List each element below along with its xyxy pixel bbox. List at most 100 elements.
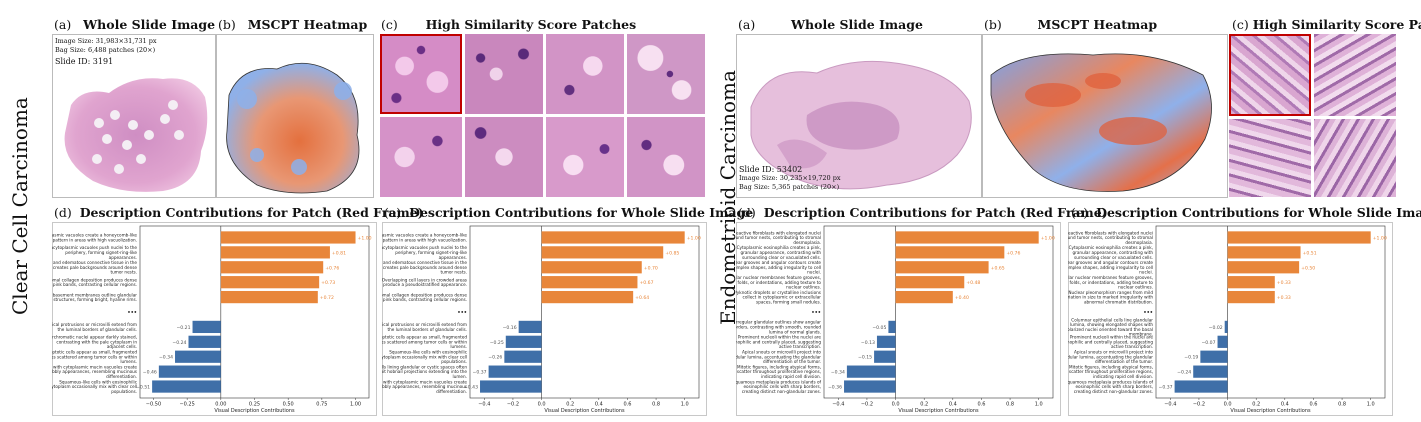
text-right-b: MSCPT Heatmap bbox=[1037, 17, 1158, 32]
value-label: +1.00 bbox=[1373, 235, 1387, 241]
bar-label: Loose and edematous connective tissue in… bbox=[382, 260, 467, 275]
bar-label: Cells with cytoplasmic mucin vacuoles cr… bbox=[382, 379, 467, 394]
value-label: −0.19 bbox=[1184, 355, 1198, 361]
positive-bar bbox=[895, 261, 989, 274]
x-tick-label: −0.50 bbox=[146, 402, 161, 408]
x-tick-label: −0.4 bbox=[1164, 402, 1176, 408]
positive-bar bbox=[541, 261, 642, 274]
positive-bar bbox=[895, 276, 965, 289]
bar-label: Intracytoplasmic vacuoles push nuclei to… bbox=[52, 245, 137, 260]
x-tick-label: 0.8 bbox=[652, 402, 660, 408]
text-right-d: Description Contributions for Patch (Red… bbox=[763, 205, 1108, 220]
bar-label: Apoptotic cells appear as small, fragmen… bbox=[382, 335, 467, 350]
bar-label: Reactive fibroblasts with elongated nucl… bbox=[1068, 230, 1153, 245]
title-left-a: (a) Whole Slide Image bbox=[54, 17, 215, 32]
bar-label: Stromal collagen deposition produces den… bbox=[52, 277, 137, 287]
value-label: −0.24 bbox=[1177, 370, 1191, 376]
x-tick-label: 0.6 bbox=[1309, 402, 1317, 408]
left-info-box: Image Size: 31,983×31,731 px Bag Size: 6… bbox=[55, 37, 157, 66]
bar-label: Loose and edematous connective tissue in… bbox=[52, 260, 137, 275]
x-tick-label: −0.2 bbox=[1193, 402, 1205, 408]
value-label: −0.26 bbox=[488, 355, 502, 361]
tag-right-d: (d) bbox=[738, 205, 756, 220]
ellipsis-label: ••• bbox=[127, 310, 137, 316]
bar-label: Pyknotic droplets or crystalline inclusi… bbox=[736, 290, 821, 305]
bar-label: Apical snouts or microvilli project into… bbox=[736, 350, 821, 365]
left-heatmap-image bbox=[226, 62, 360, 194]
positive-bar bbox=[1227, 261, 1300, 274]
negative-bar bbox=[158, 365, 221, 378]
value-label: −0.36 bbox=[828, 385, 842, 391]
negative-bar bbox=[844, 380, 896, 393]
ellipsis-label: ••• bbox=[1143, 310, 1153, 316]
left-patch-8 bbox=[627, 117, 705, 197]
negative-bar bbox=[188, 335, 221, 348]
positive-bar bbox=[541, 290, 634, 304]
x-tick-label: 0.6 bbox=[977, 402, 985, 408]
x-tick-label: 0.25 bbox=[249, 402, 260, 408]
value-label: +0.81 bbox=[332, 250, 346, 256]
text-left-b: MSCPT Heatmap bbox=[247, 17, 368, 32]
x-tick-label: 0.75 bbox=[316, 402, 327, 408]
bar-label: Irregular glandular outlines show angula… bbox=[736, 320, 821, 335]
value-label: +0.76 bbox=[325, 265, 339, 271]
positive-bar bbox=[541, 246, 664, 259]
bar-label: Hyperchromatic nuclei appear darkly stai… bbox=[52, 335, 137, 350]
negative-bar bbox=[192, 320, 221, 334]
negative-bar bbox=[1193, 365, 1228, 378]
tag-left-a: (a) bbox=[54, 17, 72, 32]
x-tick-label: 0.0 bbox=[1224, 402, 1232, 408]
x-tick-label: 0.8 bbox=[1338, 402, 1346, 408]
value-label: −0.43 bbox=[464, 385, 478, 391]
left-patch-4 bbox=[627, 34, 705, 114]
x-tick-label: 0.0 bbox=[538, 402, 546, 408]
value-label: +0.72 bbox=[320, 295, 334, 301]
negative-bar bbox=[175, 350, 221, 363]
right-bag-size: Bag Size: 5,365 patches (20×) bbox=[739, 183, 840, 191]
bar-label: Prominent nucleoli within the nuclei are… bbox=[1068, 335, 1153, 350]
bar-label: Cells lining glandular or cystic spaces … bbox=[382, 364, 467, 379]
chart-right-e: +1.00 Reactive fibroblasts with elongated… bbox=[1068, 222, 1393, 416]
title-left-c: (c) High Similarity Score Patches bbox=[381, 17, 636, 32]
x-tick-label: −0.4 bbox=[478, 402, 490, 408]
negative-bar bbox=[504, 350, 542, 363]
bar-label: Irregular nuclear membranes feature groo… bbox=[736, 275, 821, 290]
x-tick-label: 0.2 bbox=[566, 402, 574, 408]
bar-label: Apical snouts or microvilli project into… bbox=[1068, 350, 1153, 365]
value-label: −0.15 bbox=[858, 355, 872, 361]
tag-right-b: (b) bbox=[984, 17, 1002, 32]
value-label: −0.13 bbox=[861, 340, 875, 346]
title-left-e: (e) Description Contributions for Whole … bbox=[384, 205, 753, 220]
text-left-d: Description Contributions for Patch (Red… bbox=[79, 205, 424, 220]
value-label: −0.21 bbox=[176, 325, 190, 331]
text-left-a: Whole Slide Image bbox=[83, 17, 216, 32]
left-patch-3 bbox=[546, 34, 624, 114]
negative-bar bbox=[518, 320, 542, 334]
x-tick-label: −0.2 bbox=[861, 402, 873, 408]
bar-label: Irregular nuclear membranes feature groo… bbox=[1068, 275, 1153, 290]
tag-right-e: (e) bbox=[1071, 205, 1089, 220]
negative-bar bbox=[874, 350, 896, 363]
positive-bar bbox=[220, 246, 330, 259]
positive-bar bbox=[541, 276, 638, 289]
value-label: −0.05 bbox=[872, 325, 886, 331]
plot-area bbox=[823, 225, 1054, 399]
chart-left-e: +1.00 Cytoplasmic vacuoles create a honey… bbox=[382, 222, 707, 416]
positive-bar bbox=[895, 231, 1039, 244]
negative-bar bbox=[505, 335, 542, 348]
negative-bar bbox=[488, 365, 542, 378]
positive-bar bbox=[895, 246, 1005, 259]
bar-label: Nuclear pleomorphism ranges from mild var… bbox=[1068, 290, 1153, 305]
value-label: +0.33 bbox=[1277, 280, 1291, 286]
bar-label: Cytoplasmic eosinophilia creates a pink,… bbox=[1069, 245, 1154, 260]
value-label: +0.85 bbox=[665, 250, 679, 256]
left-heatmap-frame bbox=[216, 34, 374, 198]
side-label-left: Clear Cell Carcinoma bbox=[8, 97, 32, 315]
value-label: −0.24 bbox=[172, 340, 186, 346]
value-label: −0.07 bbox=[1201, 340, 1215, 346]
tag-left-d: (d) bbox=[54, 205, 72, 220]
bar-label: Apoptotic cells appear as small, fragmen… bbox=[52, 350, 137, 365]
right-wsi-frame: Slide ID: 53402 Image Size: 30,235×19,72… bbox=[736, 34, 982, 198]
x-tick-label: 0.4 bbox=[595, 402, 603, 408]
value-label: +0.65 bbox=[991, 265, 1005, 271]
